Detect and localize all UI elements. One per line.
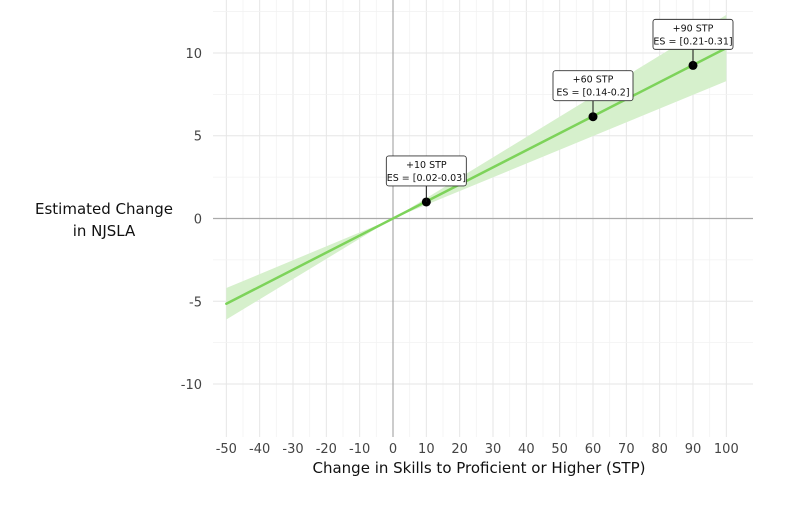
x-tick-label: 30 [485, 442, 502, 457]
x-tick-label: 50 [551, 442, 568, 457]
x-tick-label: 60 [585, 442, 602, 457]
x-tick-label: 10 [418, 442, 435, 457]
annotation-effect-size: ES = [0.02-0.03] [387, 173, 466, 184]
x-tick-label: 40 [518, 442, 535, 457]
x-tick-label: 70 [618, 442, 635, 457]
point-annotations: +10 STP ES = [0.02-0.03] +60 STP ES = [0.14… [385, 18, 734, 202]
x-tick-label: -30 [282, 442, 303, 457]
y-tick-label: -5 [189, 295, 202, 310]
y-tick-labels: 10 5 0 -5 -10 [181, 47, 202, 393]
confidence-band [226, 14, 727, 320]
annotation-title: +10 STP [406, 160, 447, 171]
x-tick-label: 0 [389, 442, 397, 457]
x-tick-label: 20 [451, 442, 468, 457]
y-tick-label: 5 [194, 130, 202, 145]
annotation-effect-size: ES = [0.21-0.31] [653, 36, 732, 47]
x-tick-label: -10 [349, 442, 370, 457]
annotation-title: +60 STP [573, 75, 614, 86]
x-axis-title: Change in Skills to Proficient or Higher… [313, 459, 646, 477]
x-tick-label: 100 [714, 442, 739, 457]
regression-line [225, 46, 728, 305]
confidence-ribbon [226, 14, 727, 320]
x-tick-label: 90 [685, 442, 702, 457]
fitted-line [225, 46, 728, 305]
annotation-box [652, 18, 734, 50]
grid [213, 0, 753, 437]
y-tick-label: 0 [194, 213, 202, 228]
y-tick-label: 10 [185, 47, 202, 62]
x-tick-label: 80 [651, 442, 668, 457]
annotation-title: +90 STP [673, 23, 714, 34]
x-tick-label: -50 [216, 442, 237, 457]
annotation-effect-size: ES = [0.14-0.2] [556, 88, 629, 99]
y-axis-title-line-2: in NJSLA [73, 222, 136, 240]
x-tick-label: -40 [249, 442, 270, 457]
y-tick-label: -10 [181, 378, 202, 393]
annotation-box [552, 70, 634, 102]
x-tick-labels: -50 -40 -30 -20 -10 0 10 20 30 40 50 60 70 80 90 100 [216, 442, 739, 457]
x-tick-label: -20 [316, 442, 337, 457]
annotation-box [385, 155, 467, 187]
y-axis-title-line-1: Estimated Change [35, 200, 173, 218]
